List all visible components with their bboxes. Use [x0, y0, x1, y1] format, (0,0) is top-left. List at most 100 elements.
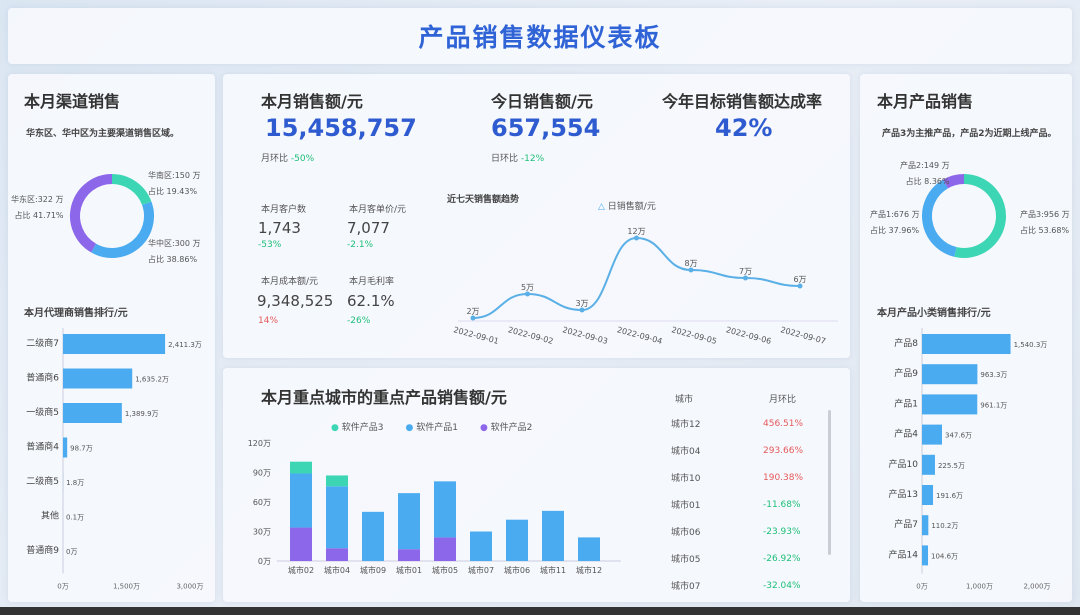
table-row[interactable]: 城市04 293.66% — [663, 437, 823, 464]
bar — [922, 424, 942, 445]
legend-item[interactable]: ● 软件产品2 — [479, 423, 533, 433]
table-scrollbar[interactable] — [828, 410, 831, 555]
bar-value-label: 110.2万 — [931, 522, 958, 530]
city-cell: 城市07 — [671, 582, 701, 592]
city-cell: 城市12 — [671, 420, 701, 430]
change-cell: 456.51% — [763, 418, 804, 429]
trend-value-label: 12万 — [627, 227, 645, 236]
margin-label: 本月毛利率 — [349, 277, 395, 287]
bar — [922, 394, 978, 415]
bar-category-label: 其他 — [41, 510, 59, 522]
taskbar — [0, 607, 1080, 615]
x-tick-label: 1,500万 — [113, 583, 140, 591]
x-tick-label: 2022-09-07 — [779, 325, 826, 346]
bar-value-label: 98.7万 — [70, 445, 93, 453]
x-tick-label: 城市11 — [540, 565, 566, 575]
table-row[interactable]: 城市06 -23.93% — [663, 518, 823, 545]
product-note: 产品3为主推产品，产品2为近期上线产品。 — [882, 129, 1057, 139]
trend-value-label: 8万 — [684, 259, 697, 268]
city-cell: 城市05 — [671, 555, 701, 565]
x-tick-label: 城市09 — [360, 565, 386, 575]
agent-title: 本月代理商销售排行/元 — [24, 308, 128, 319]
trend-point — [525, 291, 530, 297]
cost-value: 9,348,525 — [257, 292, 334, 310]
y-tick-label: 30万 — [253, 528, 271, 537]
bar-segment-软件产品1 — [542, 510, 564, 561]
trend-value-label: 6万 — [793, 275, 806, 284]
city-title: 本月重点城市的重点产品销售额/元 — [261, 388, 507, 407]
bar-value-label: 347.6万 — [945, 432, 972, 440]
x-tick-label: 城市07 — [468, 565, 494, 575]
subcat-title: 本月产品小类销售排行/元 — [877, 308, 991, 319]
y-tick-label: 60万 — [253, 498, 271, 507]
change-cell: 293.66% — [763, 445, 804, 456]
donut-slice-产品3 — [954, 174, 1006, 258]
donut-label-p2: 产品2:149 万占比 8.36% — [900, 161, 950, 186]
table-row[interactable]: 城市12 456.51% — [663, 410, 823, 437]
bar-value-label: 961.1万 — [980, 401, 1007, 409]
bar-segment-软件产品2 — [326, 548, 348, 561]
bar-value-label: 1,635.2万 — [135, 376, 169, 384]
x-tick-label: 0万 — [57, 583, 68, 591]
bar-value-label: 191.6万 — [936, 492, 963, 500]
table-row[interactable]: 城市07 -32.04% — [663, 572, 823, 599]
donut-slice-华东区 — [70, 174, 113, 253]
x-tick-label: 2022-09-01 — [452, 325, 499, 346]
product-title: 本月产品销售 — [877, 92, 974, 111]
bar-category-label: 普通商6 — [26, 372, 59, 384]
bar-segment-软件产品1 — [470, 531, 492, 561]
legend-item[interactable]: ● 软件产品1 — [405, 423, 458, 433]
x-tick-label: 2022-09-06 — [725, 325, 772, 346]
bar-segment-软件产品2 — [398, 549, 420, 561]
bar-category-label: 二级商5 — [26, 475, 59, 487]
bar-category-label: 一级商5 — [26, 406, 59, 418]
bar-value-label: 1,540.3万 — [1014, 341, 1048, 349]
trend-legend[interactable]: △ 日销售额/元 — [598, 202, 656, 212]
bar — [922, 454, 935, 475]
x-tick-label: 0万 — [916, 583, 927, 591]
city-table: 城市12 456.51% 城市04 293.66% 城市10 190.38% 城市01 -11… — [663, 410, 823, 600]
x-tick-label: 2022-09-05 — [670, 325, 717, 346]
trend-point — [688, 267, 694, 273]
month-sales-label: 本月销售额/元 — [261, 92, 363, 111]
trend-line — [472, 236, 801, 319]
today-cmp: 日环比 -12% — [491, 154, 545, 164]
y-tick-label: 90万 — [253, 469, 271, 478]
today-sales-label: 今日销售额/元 — [491, 92, 593, 111]
product-donut — [922, 174, 1006, 258]
trend-point — [634, 235, 639, 241]
bar-segment-软件产品1 — [398, 493, 420, 550]
bar — [63, 368, 133, 389]
donut-slice-产品1 — [922, 179, 957, 257]
table-row[interactable]: 城市10 190.38% — [663, 464, 823, 491]
trend-value-label: 5万 — [521, 283, 534, 292]
table-row[interactable]: 城市05 -26.92% — [663, 545, 823, 572]
customers-label: 本月客户数 — [261, 205, 307, 215]
bar-category-label: 产品1 — [894, 397, 918, 409]
bar-category-label: 产品9 — [894, 367, 918, 379]
legend-item[interactable]: ● 软件产品3 — [331, 423, 384, 433]
bar — [922, 334, 1011, 354]
unit-price-label: 本月客单价/元 — [349, 205, 407, 215]
x-tick-label: 城市12 — [576, 565, 602, 575]
change-cell: 190.38% — [763, 472, 804, 483]
bar — [63, 437, 68, 458]
x-tick-label: 3,000万 — [176, 583, 203, 591]
city-cell: 城市01 — [671, 501, 701, 511]
bar-category-label: 普通商9 — [26, 544, 59, 556]
donut-label-p3: 产品3:956 万占比 53.68% — [1020, 210, 1070, 235]
change-cell: -32.04% — [763, 580, 801, 591]
trend-point — [797, 283, 803, 289]
bar-segment-软件产品1 — [290, 473, 312, 528]
bar-category-label: 产品8 — [894, 337, 918, 349]
x-tick-label: 2022-09-02 — [507, 325, 554, 346]
bar-segment-软件产品3 — [326, 475, 348, 487]
margin-cmp: -26% — [347, 316, 371, 326]
table-row[interactable]: 城市01 -11.68% — [663, 491, 823, 518]
bar-category-label: 产品4 — [894, 428, 918, 440]
bar-category-label: 二级商7 — [26, 337, 59, 349]
table-header-change: 月环比 — [769, 395, 797, 405]
x-tick-label: 1,000万 — [966, 583, 993, 591]
